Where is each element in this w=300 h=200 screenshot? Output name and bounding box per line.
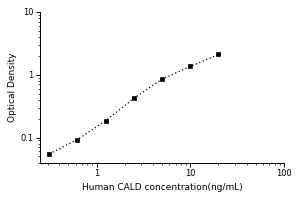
X-axis label: Human CALD concentration(ng/mL): Human CALD concentration(ng/mL) [82, 183, 242, 192]
Y-axis label: Optical Density: Optical Density [8, 52, 17, 122]
